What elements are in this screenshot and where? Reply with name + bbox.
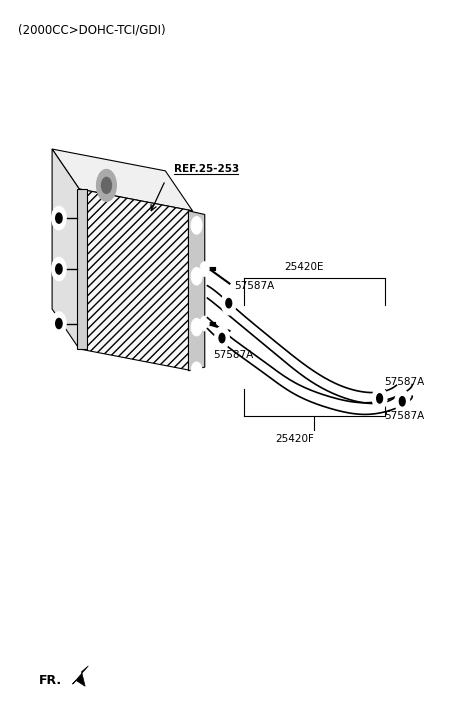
- Text: 57587A: 57587A: [384, 411, 424, 421]
- Text: 25420E: 25420E: [284, 262, 324, 272]
- Polygon shape: [79, 189, 193, 371]
- Circle shape: [52, 206, 66, 230]
- Circle shape: [56, 318, 62, 329]
- Polygon shape: [52, 149, 193, 211]
- Text: 25420F: 25420F: [275, 434, 314, 444]
- Text: (2000CC>DOHC-TCI/GDI): (2000CC>DOHC-TCI/GDI): [18, 23, 166, 36]
- Circle shape: [56, 264, 62, 274]
- Polygon shape: [52, 149, 79, 349]
- Text: 57587A: 57587A: [235, 281, 275, 291]
- Circle shape: [226, 299, 231, 308]
- Text: FR.: FR.: [39, 674, 62, 687]
- Polygon shape: [77, 189, 87, 349]
- Polygon shape: [72, 666, 88, 686]
- Circle shape: [222, 292, 236, 315]
- Circle shape: [191, 217, 202, 234]
- Circle shape: [52, 312, 66, 335]
- Circle shape: [191, 268, 202, 285]
- Circle shape: [56, 213, 62, 223]
- Circle shape: [377, 394, 382, 403]
- Text: 57587A: 57587A: [384, 377, 424, 387]
- Polygon shape: [188, 211, 205, 371]
- Circle shape: [96, 169, 116, 201]
- Circle shape: [200, 262, 209, 276]
- Circle shape: [101, 177, 111, 193]
- Text: REF.25-253: REF.25-253: [174, 164, 240, 174]
- Circle shape: [400, 397, 405, 406]
- Circle shape: [215, 326, 229, 350]
- Circle shape: [191, 362, 202, 379]
- Circle shape: [219, 334, 225, 342]
- Circle shape: [191, 318, 202, 336]
- Circle shape: [372, 387, 387, 410]
- Text: 57587A: 57587A: [213, 350, 253, 361]
- Circle shape: [395, 390, 410, 413]
- Circle shape: [200, 316, 209, 331]
- Circle shape: [52, 257, 66, 281]
